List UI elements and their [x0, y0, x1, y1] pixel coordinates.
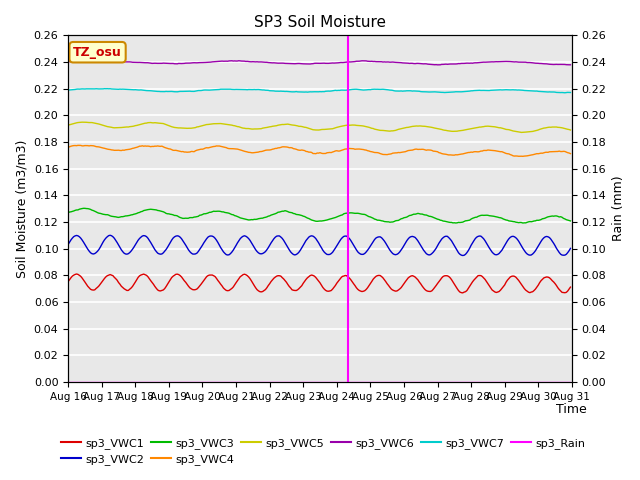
sp3_VWC6 — [64, 59, 72, 65]
sp3_VWC3 — [541, 215, 549, 221]
sp3_VWC4 — [519, 154, 527, 159]
sp3_VWC6 — [231, 58, 239, 64]
sp3_VWC1 — [285, 284, 293, 289]
sp3_VWC1 — [73, 271, 81, 277]
sp3_VWC4 — [285, 145, 293, 151]
sp3_VWC1 — [566, 284, 574, 290]
sp3_VWC6 — [235, 58, 243, 64]
Text: TZ_osu: TZ_osu — [73, 46, 122, 59]
sp3_VWC2 — [241, 233, 248, 239]
sp3_VWC7 — [64, 87, 72, 93]
sp3_VWC2 — [541, 234, 549, 240]
sp3_VWC7 — [561, 90, 569, 96]
sp3_VWC3 — [127, 212, 135, 218]
sp3_VWC7 — [285, 89, 293, 95]
Title: SP3 Soil Moisture: SP3 Soil Moisture — [254, 15, 386, 30]
X-axis label: Time: Time — [556, 403, 588, 416]
sp3_VWC5 — [232, 123, 240, 129]
sp3_VWC7 — [241, 86, 248, 92]
Line: sp3_VWC7: sp3_VWC7 — [68, 89, 570, 93]
sp3_VWC7 — [232, 86, 240, 92]
sp3_VWC5 — [241, 125, 248, 131]
sp3_VWC3 — [64, 210, 72, 216]
Line: sp3_VWC5: sp3_VWC5 — [68, 122, 570, 132]
sp3_VWC2 — [127, 248, 135, 254]
Line: sp3_VWC3: sp3_VWC3 — [68, 208, 570, 223]
sp3_VWC6 — [541, 61, 549, 67]
sp3_VWC1 — [459, 290, 467, 296]
sp3_VWC6 — [241, 58, 248, 64]
sp3_VWC6 — [126, 59, 134, 65]
sp3_VWC4 — [541, 149, 549, 155]
sp3_VWC1 — [64, 279, 72, 285]
sp3_VWC4 — [232, 146, 240, 152]
sp3_VWC4 — [241, 148, 248, 154]
sp3_VWC5 — [518, 130, 525, 135]
sp3_VWC5 — [78, 120, 86, 125]
Line: sp3_VWC2: sp3_VWC2 — [68, 235, 570, 255]
sp3_VWC1 — [232, 280, 240, 286]
sp3_VWC1 — [541, 275, 549, 280]
sp3_VWC1 — [127, 285, 135, 291]
sp3_VWC4 — [216, 143, 223, 149]
sp3_VWC4 — [127, 146, 135, 152]
sp3_VWC7 — [540, 89, 548, 95]
sp3_VWC7 — [216, 86, 223, 92]
sp3_VWC3 — [285, 209, 293, 215]
sp3_VWC2 — [64, 241, 72, 247]
sp3_VWC3 — [566, 218, 574, 224]
sp3_VWC4 — [566, 151, 574, 156]
sp3_VWC3 — [519, 220, 527, 226]
sp3_VWC3 — [232, 213, 240, 219]
sp3_VWC2 — [285, 247, 293, 252]
sp3_VWC2 — [106, 232, 114, 238]
sp3_VWC6 — [434, 62, 442, 68]
sp3_VWC7 — [127, 87, 135, 93]
Y-axis label: Soil Moisture (m3/m3): Soil Moisture (m3/m3) — [15, 139, 28, 278]
Legend: sp3_VWC1, sp3_VWC2, sp3_VWC3, sp3_VWC4, sp3_VWC5, sp3_VWC6, sp3_VWC7, sp3_Rain: sp3_VWC1, sp3_VWC2, sp3_VWC3, sp3_VWC4, … — [57, 433, 590, 469]
Line: sp3_VWC6: sp3_VWC6 — [68, 61, 570, 65]
sp3_VWC3 — [216, 208, 223, 214]
sp3_VWC5 — [566, 127, 574, 133]
sp3_VWC2 — [232, 242, 240, 248]
Line: sp3_VWC1: sp3_VWC1 — [68, 274, 570, 293]
sp3_VWC4 — [64, 144, 72, 150]
sp3_VWC5 — [127, 124, 135, 130]
sp3_VWC3 — [241, 216, 248, 222]
sp3_VWC7 — [100, 86, 108, 92]
Y-axis label: Rain (mm): Rain (mm) — [612, 176, 625, 241]
sp3_VWC4 — [74, 143, 82, 148]
sp3_VWC2 — [459, 252, 467, 258]
sp3_VWC2 — [566, 246, 574, 252]
sp3_VWC7 — [566, 90, 574, 96]
sp3_VWC6 — [214, 59, 221, 64]
sp3_VWC1 — [241, 271, 248, 277]
sp3_VWC3 — [80, 205, 88, 211]
sp3_VWC6 — [566, 62, 574, 68]
Line: sp3_VWC4: sp3_VWC4 — [68, 145, 570, 156]
sp3_VWC5 — [64, 122, 72, 128]
sp3_VWC5 — [541, 125, 549, 131]
sp3_VWC2 — [216, 242, 223, 248]
sp3_VWC1 — [216, 279, 223, 285]
sp3_VWC6 — [285, 60, 293, 66]
sp3_VWC5 — [285, 121, 293, 127]
sp3_VWC5 — [216, 121, 223, 127]
